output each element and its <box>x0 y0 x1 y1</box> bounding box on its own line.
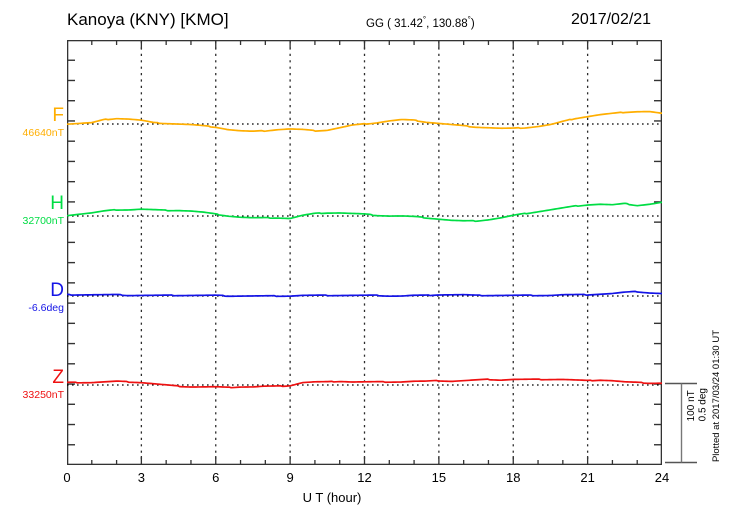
scale-bar-nt: 100 nT <box>686 390 697 422</box>
page-title: Kanoya (KNY) [KMO] <box>67 10 229 29</box>
x-tick-label-12: 12 <box>357 470 372 485</box>
x-tick-label-21: 21 <box>580 470 595 485</box>
x-tick-label-0: 0 <box>63 470 71 485</box>
x-axis-title-wrap: U T (hour) <box>0 490 730 505</box>
component-value-z: 33250nT <box>22 389 64 401</box>
component-value-h: 32700nT <box>22 215 64 227</box>
component-label-f: F 46640nT <box>12 106 64 139</box>
degree-symbol-lon: ° <box>467 15 471 24</box>
scale-bar-svg <box>665 382 697 464</box>
component-letter-d: D <box>50 280 64 301</box>
component-letter-h: H <box>50 193 64 214</box>
component-label-z: Z 33250nT <box>12 368 64 401</box>
geographic-coordinates: GG ( 31.42°, 130.88°) <box>366 15 475 30</box>
component-value-d: -6.6deg <box>28 302 64 314</box>
trace-d <box>67 290 662 298</box>
data-traces <box>67 110 662 389</box>
plot-area <box>67 40 662 465</box>
magnetogram-svg <box>67 40 662 465</box>
plotted-at-timestamp: Plotted at 2017/03/24 01:30 UT <box>711 330 722 463</box>
coords-suffix: ) <box>470 17 475 30</box>
trace-baselines <box>67 123 662 386</box>
x-tick-label-6: 6 <box>212 470 220 485</box>
x-axis-ticks <box>91 40 638 465</box>
coords-lat-prefix: GG ( 31.42 <box>366 17 423 30</box>
component-letter-f: F <box>52 105 64 126</box>
component-letter-z: Z <box>52 367 64 388</box>
coords-lon: , 130.88 <box>426 17 468 30</box>
scale-bar-labels: 100 nT 0.5 deg <box>686 388 709 421</box>
x-tick-label-3: 3 <box>137 470 145 485</box>
observation-date: 2017/02/21 <box>571 11 652 28</box>
vertical-gridlines <box>140 41 589 464</box>
degree-symbol-lat: ° <box>422 15 427 24</box>
trace-h <box>67 201 662 223</box>
trace-f <box>67 110 662 133</box>
trace-z <box>67 378 662 389</box>
scale-bar-deg: 0.5 deg <box>697 388 709 422</box>
x-tick-label-18: 18 <box>506 470 521 485</box>
x-tick-label-15: 15 <box>431 470 447 485</box>
scale-bar <box>663 380 705 466</box>
x-tick-label-9: 9 <box>286 470 294 485</box>
component-value-f: 46640nT <box>22 127 64 139</box>
x-tick-label-24: 24 <box>654 470 670 485</box>
y-axis-ticks <box>67 59 662 446</box>
component-label-h: H 32700nT <box>12 194 64 227</box>
x-axis-title: U T (hour) <box>302 490 362 505</box>
component-label-d: D -6.6deg <box>12 281 64 314</box>
